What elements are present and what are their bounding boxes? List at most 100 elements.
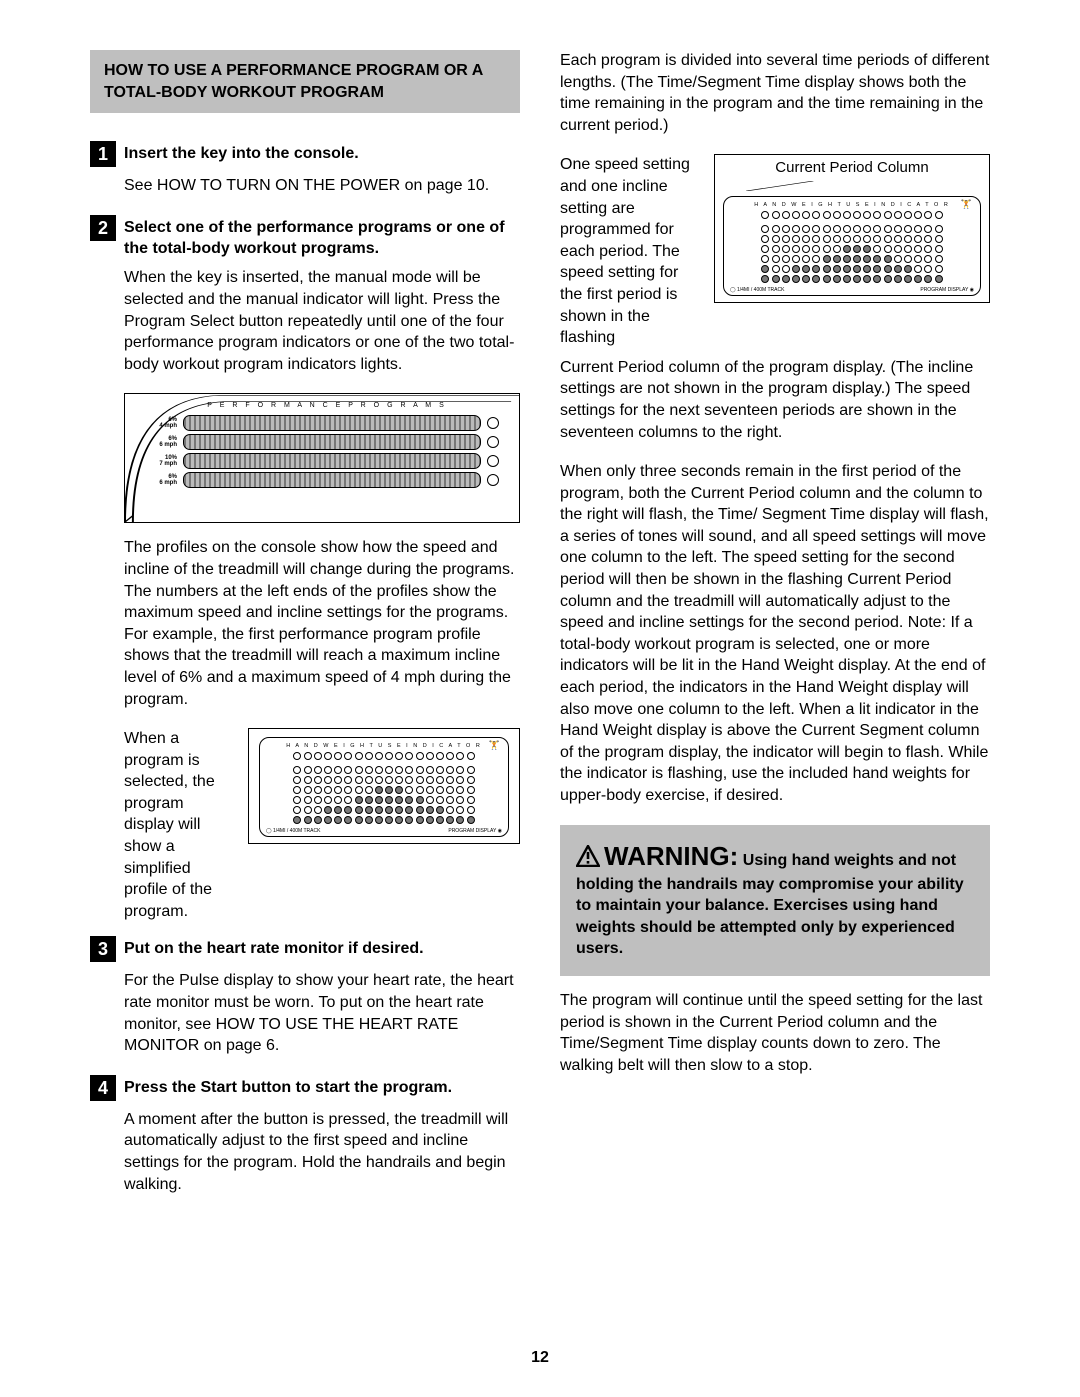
indicator-dot	[823, 211, 831, 219]
display-dot	[365, 816, 373, 824]
indicator-dot	[904, 211, 912, 219]
display-dot	[812, 235, 820, 243]
display-dot	[792, 275, 800, 283]
display-dot	[355, 766, 363, 774]
display-dot	[436, 816, 444, 824]
display-dot	[344, 766, 352, 774]
display-dot	[446, 786, 454, 794]
indicator-dot	[924, 211, 932, 219]
display-dot	[914, 245, 922, 253]
display-dot	[914, 275, 922, 283]
display-dot	[375, 786, 383, 794]
display-dot	[314, 806, 322, 814]
step-title: Put on the heart rate monitor if desired…	[124, 936, 424, 960]
display-dot	[385, 786, 393, 794]
display-dot	[904, 235, 912, 243]
display-dot	[894, 255, 902, 263]
perf-knob-icon	[487, 436, 499, 448]
display-dot	[833, 225, 841, 233]
display-dot	[812, 245, 820, 253]
display-dot	[894, 225, 902, 233]
display-dot	[405, 786, 413, 794]
display-dot	[375, 776, 383, 784]
display-dot	[853, 255, 861, 263]
perf-profile-row: 10%7 mph	[155, 453, 499, 469]
display-dot	[385, 776, 393, 784]
display-dot	[761, 245, 769, 253]
display-dot	[853, 265, 861, 273]
display-dot	[405, 766, 413, 774]
perf-label: 10%7 mph	[155, 455, 177, 467]
indicator-dot	[405, 752, 413, 760]
display-dot	[467, 766, 475, 774]
indicator-dot	[293, 752, 301, 760]
display-dot	[334, 796, 342, 804]
display-row	[266, 806, 502, 814]
perf-profile-row: 6%4 mph	[155, 415, 499, 431]
display-dot	[853, 225, 861, 233]
display-dot	[344, 796, 352, 804]
display-dot	[426, 766, 434, 774]
display-dot	[293, 796, 301, 804]
step-body: When the key is inserted, the manual mod…	[124, 267, 520, 375]
display-dot	[894, 265, 902, 273]
indicator-row	[730, 211, 974, 219]
diagram-title: P E R F O R M A N C E P R O G R A M S	[155, 402, 499, 409]
display-dot	[355, 776, 363, 784]
indicator-dot	[853, 211, 861, 219]
indicator-dot	[833, 211, 841, 219]
indicator-dot	[365, 752, 373, 760]
display-dot	[416, 796, 424, 804]
display-dot	[843, 265, 851, 273]
display-dot	[334, 786, 342, 794]
perf-knob-icon	[487, 474, 499, 486]
display-dot	[385, 816, 393, 824]
perf-label: 6%6 mph	[155, 474, 177, 486]
display-dot	[344, 776, 352, 784]
section-header: HOW TO USE A PERFORMANCE PROGRAM OR A TO…	[90, 50, 520, 113]
display-dot	[924, 265, 932, 273]
display-dot	[914, 255, 922, 263]
footer-right: PROGRAM DISPLAY ◉	[920, 287, 974, 293]
footer-left: ◯ 1/4MI / 400M TRACK	[266, 828, 320, 834]
program-display-with-label: Current Period Column H A N D W E I G H …	[714, 154, 990, 303]
display-dot	[812, 275, 820, 283]
indicator-dot	[314, 752, 322, 760]
paragraph: The program will continue until the spee…	[560, 990, 990, 1076]
display-dot	[761, 255, 769, 263]
display-dot	[304, 766, 312, 774]
display-dot	[823, 225, 831, 233]
indicator-dot	[894, 211, 902, 219]
display-dot	[395, 796, 403, 804]
display-dot	[792, 255, 800, 263]
display-dot	[894, 275, 902, 283]
display-row	[730, 255, 974, 263]
display-dot	[924, 235, 932, 243]
step-1: 1 Insert the key into the console.	[90, 141, 520, 167]
display-dot	[843, 245, 851, 253]
indicator-dot	[334, 752, 342, 760]
display-dot	[761, 225, 769, 233]
step-number: 1	[90, 141, 116, 167]
display-dot	[467, 776, 475, 784]
left-column: HOW TO USE A PERFORMANCE PROGRAM OR A TO…	[90, 50, 520, 1213]
warning-triangle-icon	[576, 845, 600, 874]
warning-box: WARNING: Using hand weights and not hold…	[560, 825, 990, 976]
display-dot	[293, 806, 301, 814]
step-2: 2 Select one of the performance programs…	[90, 215, 520, 260]
perf-profile-bar	[183, 453, 481, 469]
footer-left: ◯ 1/4MI / 400M TRACK	[730, 287, 784, 293]
display-dot	[833, 245, 841, 253]
display-dot	[426, 806, 434, 814]
display-row	[266, 766, 502, 774]
display-dot	[446, 816, 454, 824]
display-dot	[843, 275, 851, 283]
display-dot	[873, 235, 881, 243]
display-dot	[324, 816, 332, 824]
display-dot	[873, 255, 881, 263]
display-dot	[802, 255, 810, 263]
display-dot	[365, 786, 373, 794]
indicator-dot	[761, 211, 769, 219]
display-dot	[436, 766, 444, 774]
display-dot	[812, 255, 820, 263]
